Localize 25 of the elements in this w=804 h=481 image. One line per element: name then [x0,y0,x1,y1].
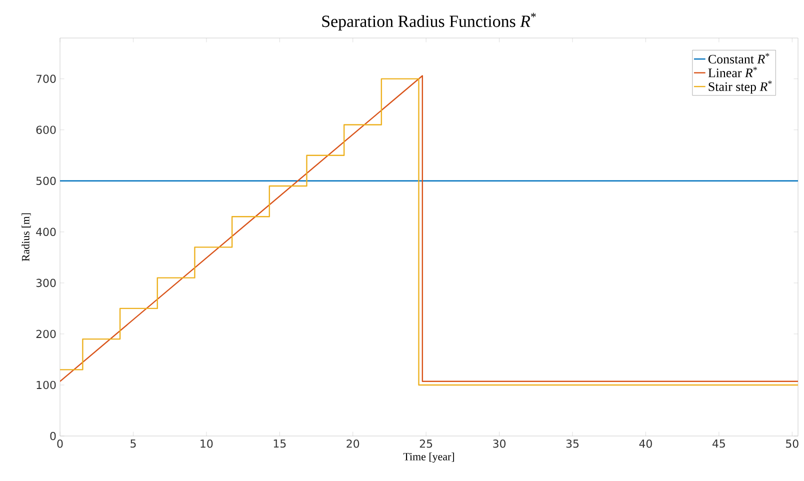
x-tick-label: 40 [639,440,652,448]
x-tick-label: 5 [130,440,136,448]
legend-label: Constant R$^{*}$ [708,53,770,64]
x-tick-label: 20 [346,440,360,448]
x-tick-label: 25 [420,440,432,448]
x-tick-label: 10 [200,440,213,448]
y-axis-title: Radius [m] [22,213,31,262]
y-tick-label: 0 [50,432,56,440]
y-tick-label: 700 [36,74,56,83]
legend-label: Stair step R$^{*}$ [708,80,772,94]
chart-title: Separation Radius Functions R$^{*}$ [322,12,536,30]
x-tick-label: 50 [786,440,798,448]
legend-label: Linear R$^{*}$ [708,66,757,78]
y-tick-label: 200 [36,330,56,338]
y-tick-label: 500 [36,176,56,186]
x-axis-title: Time [year] [403,452,454,463]
y-tick-label: 600 [36,126,56,134]
y-tick-label: 400 [36,228,56,236]
x-tick-label: 35 [566,440,579,448]
x-tick-label: 0 [57,440,63,448]
y-tick-label: 300 [36,278,56,288]
x-tick-label: 15 [274,440,286,448]
x-tick-label: 45 [712,440,725,448]
y-tick-label: 100 [36,380,56,390]
x-tick-label: 30 [493,440,506,448]
